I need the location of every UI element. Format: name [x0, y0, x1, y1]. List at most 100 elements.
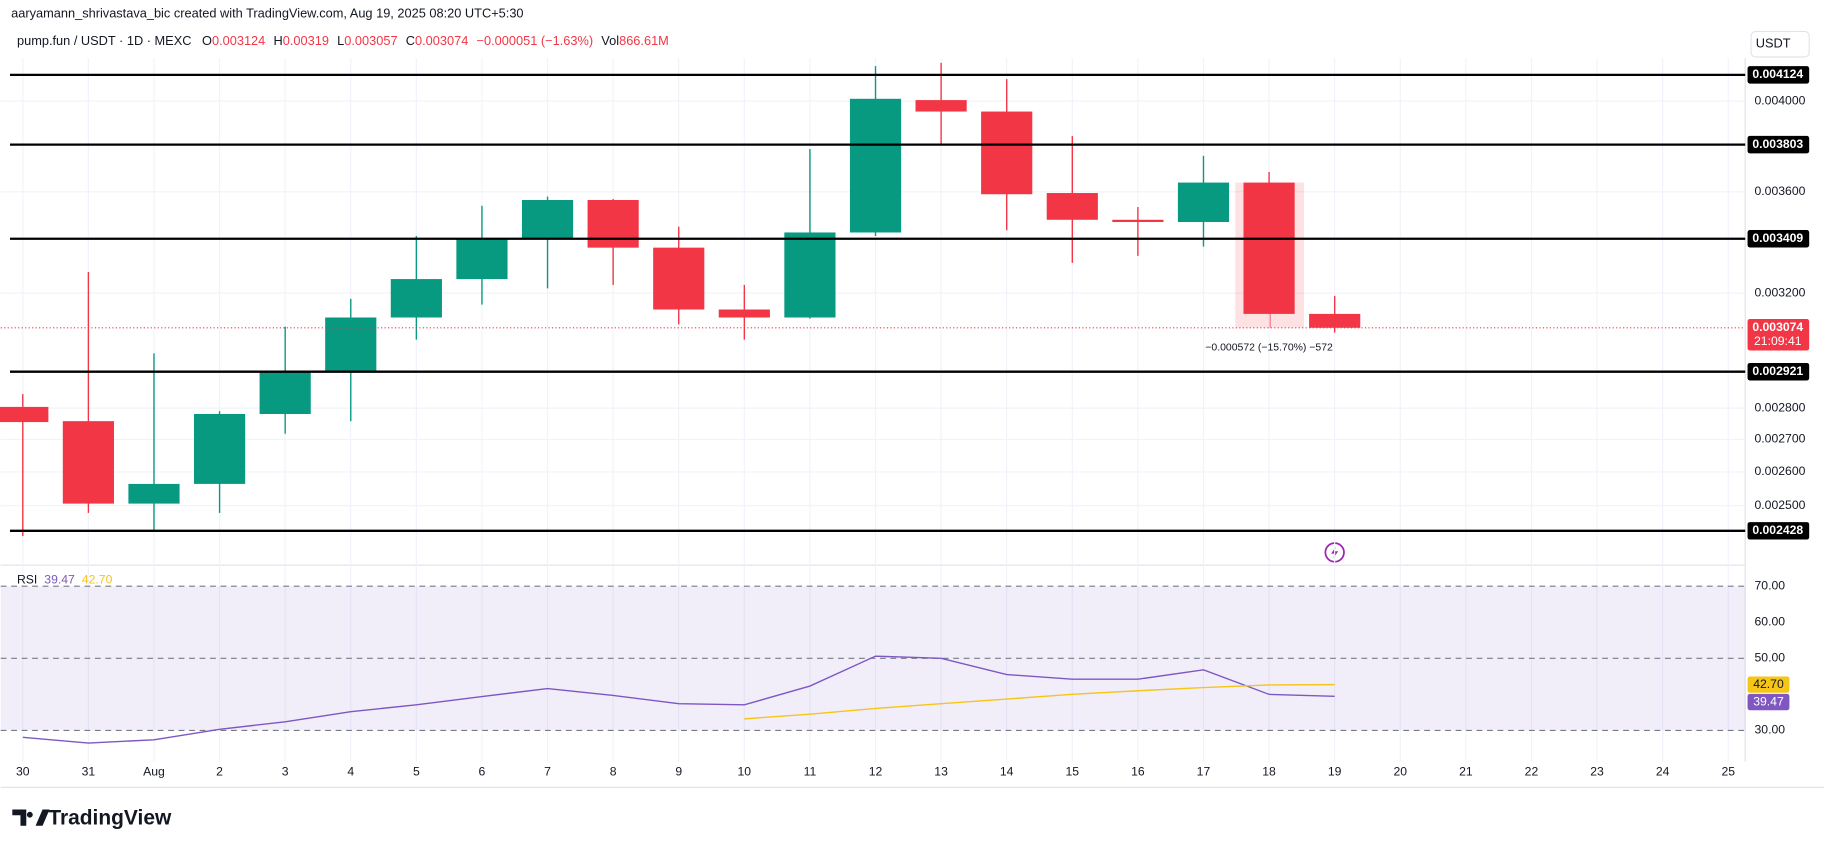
rsi-ma-value: 42.70 — [82, 573, 113, 587]
candle-body — [1112, 219, 1164, 223]
measure-box — [1235, 182, 1304, 328]
level-tag — [1747, 362, 1810, 381]
vol-label: Vol — [601, 33, 619, 48]
brand: TradingView — [48, 806, 172, 829]
candle-body — [1309, 313, 1361, 328]
candle-body — [193, 413, 246, 484]
rsi-ma-line — [744, 683, 1335, 720]
x-tick-label: 23 — [1590, 764, 1604, 778]
c-label: C — [406, 33, 415, 48]
candle-body — [587, 200, 639, 248]
candle-body — [1046, 193, 1098, 220]
x-tick-label: 9 — [675, 764, 682, 778]
header: aaryamann_shrivastava_bic created with T… — [11, 5, 523, 20]
x-tick-label: 14 — [1000, 764, 1014, 778]
y-tick-label: 0.002700 — [1755, 432, 1806, 446]
x-tick-label: 17 — [1197, 764, 1211, 778]
rsi-value: 39.47 — [44, 573, 75, 587]
candle-body — [259, 372, 311, 414]
h-label: H — [274, 33, 283, 48]
rsi-legend: RSI 39.47 42.70 — [17, 573, 113, 587]
last-price-label: 0.003074 — [1752, 320, 1803, 334]
candle-body — [456, 238, 508, 280]
x-tick-label: 20 — [1393, 764, 1407, 778]
candle-body — [390, 279, 442, 318]
vol-value: 866.61M — [619, 33, 669, 48]
countdown: 21:09:41 — [1754, 334, 1802, 348]
level-tag — [1747, 230, 1810, 248]
x-tick-label: 12 — [869, 764, 883, 778]
candle-body — [1243, 182, 1295, 314]
rsi-tag-label: 39.47 — [1753, 694, 1784, 708]
y-tick-label: 0.002600 — [1755, 464, 1806, 478]
candle-body — [784, 232, 836, 318]
l-value: 0.003057 — [344, 33, 397, 48]
rsi-tick-label: 30.00 — [1755, 723, 1786, 737]
level-label: 0.002428 — [1752, 523, 1803, 537]
brand-logo — [12, 809, 50, 826]
candle-body — [1177, 182, 1230, 223]
x-tick-label: 2 — [216, 764, 223, 778]
change: −0.000051 (−1.63%) — [477, 33, 594, 48]
x-tick-label: 31 — [82, 764, 96, 778]
x-tick-label: 15 — [1066, 764, 1080, 778]
x-tick-label: 21 — [1459, 764, 1473, 778]
x-tick-label: 18 — [1262, 764, 1276, 778]
rsi-name: RSI — [17, 573, 37, 587]
level-tag — [1747, 135, 1810, 154]
x-tick-label: 8 — [610, 764, 617, 778]
level-label: 0.004124 — [1752, 67, 1803, 81]
x-tick-label: 4 — [347, 764, 354, 778]
candle-body — [128, 483, 180, 504]
x-tick-label: 3 — [282, 764, 289, 778]
level-label: 0.003803 — [1752, 137, 1803, 151]
x-tick-label: 13 — [934, 764, 948, 778]
level-tag — [1747, 66, 1810, 84]
level-label: 0.002921 — [1752, 364, 1803, 378]
l-label: L — [337, 33, 344, 48]
h-value: 0.00319 — [283, 33, 329, 48]
x-tick-label: 5 — [413, 764, 420, 778]
candle-body — [718, 309, 770, 318]
candle-body — [849, 98, 902, 233]
rsi-tick-label: 60.00 — [1755, 614, 1786, 628]
measure-label: −0.000572 (−15.70%) −572 — [1205, 342, 1333, 353]
x-tick-label: 24 — [1656, 764, 1670, 778]
candle-body — [62, 421, 114, 504]
y-tick-label: 0.004000 — [1755, 93, 1806, 107]
level-tag — [1747, 522, 1810, 540]
currency-box[interactable] — [1750, 30, 1810, 58]
symbol: pump.fun / USDT · 1D · MEXC — [17, 33, 192, 48]
x-tick-label: 6 — [479, 764, 486, 778]
candle-body — [325, 317, 377, 373]
c-value: 0.003074 — [415, 33, 468, 48]
currency: USDT — [1756, 36, 1791, 51]
rsi-ma-tag-label: 42.70 — [1753, 677, 1784, 691]
x-tick-label: 30 — [16, 764, 30, 778]
last-price-tag — [1747, 319, 1810, 351]
o-label: O — [202, 33, 212, 48]
rsi-ma-tag — [1747, 676, 1790, 693]
rsi-tick-label: 50.00 — [1755, 651, 1786, 665]
x-tick-label: 22 — [1525, 764, 1539, 778]
rsi-line — [22, 655, 1335, 744]
level-label: 0.003409 — [1752, 231, 1803, 245]
x-tick-label: 16 — [1131, 764, 1145, 778]
rsi-tag — [1747, 693, 1790, 711]
candle-body — [915, 100, 967, 112]
o-value: 0.003124 — [212, 33, 265, 48]
candle-body — [0, 406, 49, 423]
x-tick-label: 11 — [804, 764, 817, 778]
y-tick-label: 0.003200 — [1755, 285, 1806, 299]
x-tick-label: 10 — [738, 764, 752, 778]
y-tick-label: 0.002500 — [1755, 498, 1806, 512]
y-tick-label: 0.003600 — [1755, 184, 1806, 198]
x-tick-label: 7 — [544, 764, 551, 778]
y-tick-label: 0.002800 — [1755, 400, 1806, 414]
candle-body — [521, 200, 574, 239]
x-tick-label: 19 — [1328, 764, 1342, 778]
candle-body — [981, 111, 1033, 195]
legend: pump.fun / USDT · 1D · MEXC O0.003124 H0… — [17, 33, 669, 48]
x-tick-label: 25 — [1721, 764, 1735, 778]
